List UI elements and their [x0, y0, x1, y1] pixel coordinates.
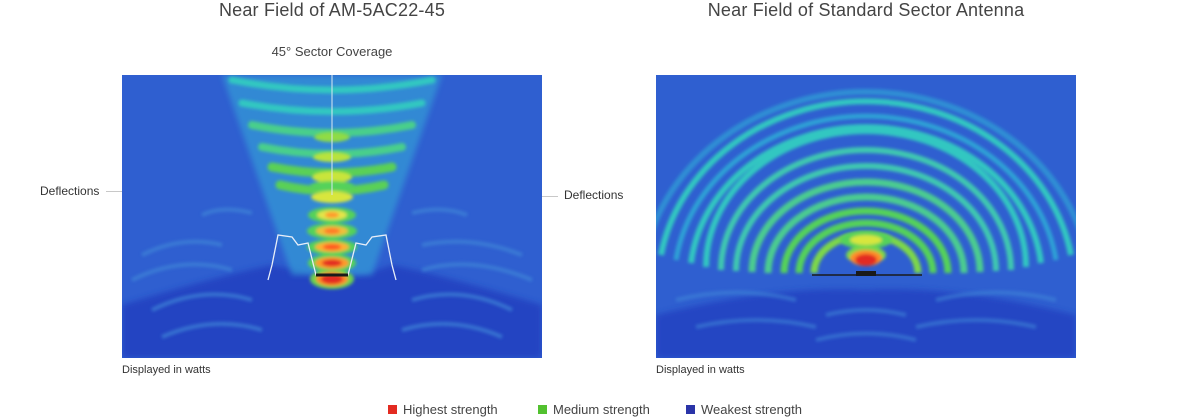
deflections-label-right: Deflections [564, 188, 624, 202]
right-units-caption: Displayed in watts [656, 364, 745, 376]
deep-field-zone [122, 265, 542, 358]
legend-item-medium: Medium strength [538, 402, 650, 417]
antenna-element [856, 271, 876, 276]
near-field-map-standard-sector [656, 75, 1076, 358]
legend-item-weakest: Weakest strength [686, 402, 802, 417]
near-field-plot-right [656, 75, 1076, 358]
legend-label-weakest: Weakest strength [701, 402, 802, 417]
beam-lobes [307, 132, 357, 289]
legend-label-highest: Highest strength [403, 402, 498, 417]
legend-item-highest: Highest strength [388, 402, 498, 417]
legend-swatch-green [538, 405, 547, 414]
left-panel-title: Near Field of AM-5AC22-45 [218, 0, 446, 20]
near-field-plot-left [122, 75, 542, 358]
left-units-caption: Displayed in watts [122, 364, 211, 376]
strength-legend: Highest strength Medium strength Weakest… [0, 402, 1200, 420]
legend-label-medium: Medium strength [553, 402, 650, 417]
deflections-label-left: Deflections [40, 184, 100, 198]
legend-swatch-blue [686, 405, 695, 414]
legend-swatch-red [388, 405, 397, 414]
lower-ripple-waves [675, 290, 1057, 342]
right-panel-title: Near Field of Standard Sector Antenna [707, 0, 1025, 20]
sector-coverage-label: 45° Sector Coverage [271, 44, 393, 59]
deep-field-zone [656, 289, 1076, 358]
concentric-wavefronts [656, 89, 1076, 274]
near-field-map-am5ac22 [122, 75, 542, 358]
core-lobes [840, 231, 892, 266]
side-ripple-waves [131, 207, 533, 339]
